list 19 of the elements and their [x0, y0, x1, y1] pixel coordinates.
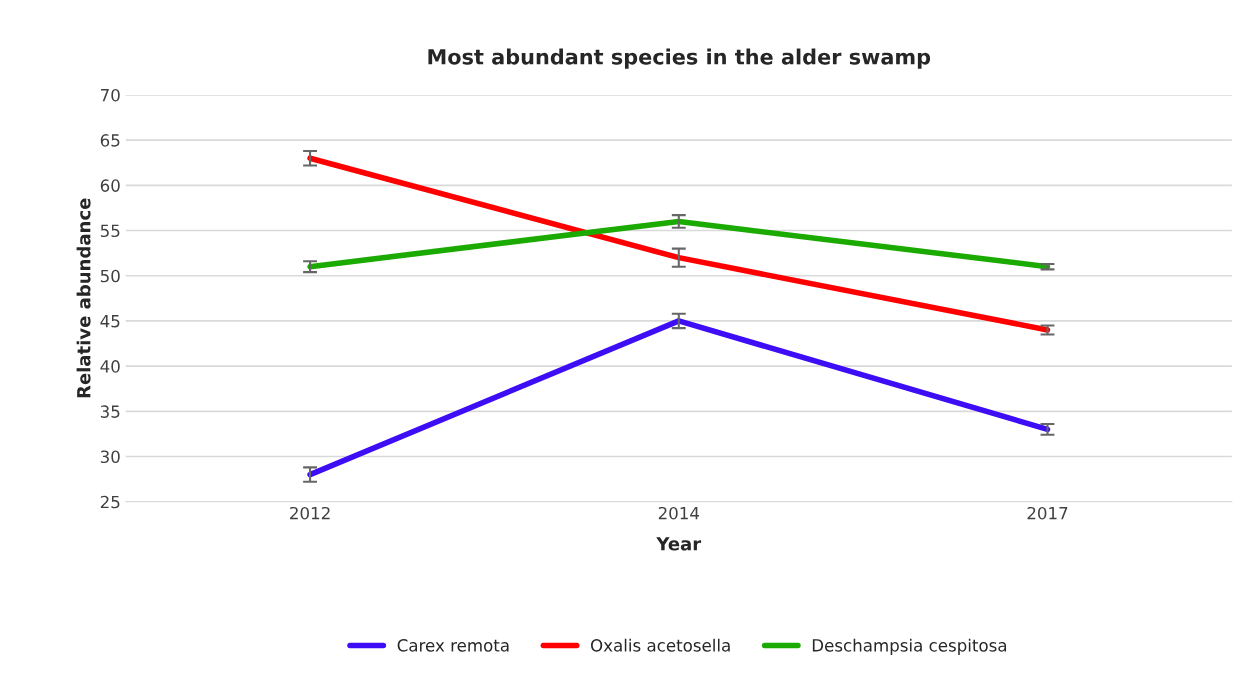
y-tick-label: 40 — [100, 360, 120, 373]
legend-label: Deschampsia cespitosa — [812, 638, 1007, 655]
y-axis-title: Relative abundance — [76, 198, 91, 398]
chart-title: Most abundant species in the alder swamp — [428, 48, 931, 69]
y-tick-label: 60 — [100, 179, 120, 192]
y-tick-label: 50 — [100, 269, 120, 283]
y-tick-label: 65 — [100, 134, 120, 147]
x-tick-label: 2012 — [290, 506, 330, 520]
x-tick-label: 2017 — [1027, 506, 1068, 520]
y-tick-label: 35 — [100, 405, 120, 418]
legend-label: Oxalis acetosella — [590, 638, 730, 652]
x-tick-label: 2014 — [658, 506, 700, 520]
y-tick-label: 25 — [100, 495, 120, 509]
y-tick-label: 70 — [101, 88, 120, 102]
y-tick-label: 45 — [100, 315, 120, 328]
y-tick-label: 30 — [100, 450, 120, 464]
x-axis-title: Year — [656, 537, 702, 551]
legend-label: Carex remota — [397, 639, 509, 652]
y-tick-label: 55 — [100, 224, 120, 238]
